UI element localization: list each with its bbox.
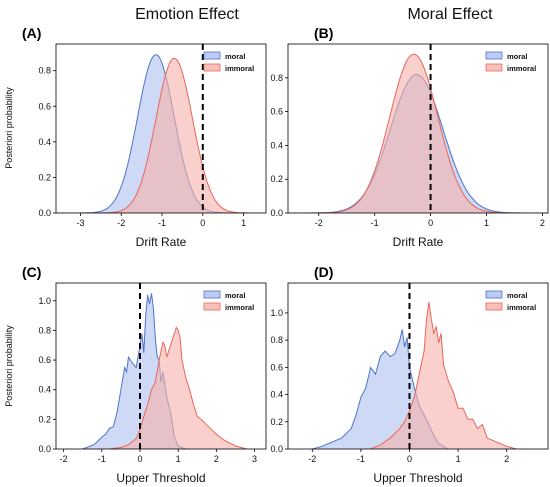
column-title-emotion-effect: Emotion Effect: [135, 6, 239, 23]
legend: moral immoral: [203, 290, 254, 312]
x-tick-label: 1: [241, 218, 246, 228]
panels: -3 -2 -1 0 1 0.0 0.2 0.4 0.6 0.8 Drift Rate Posteri…: [4, 25, 549, 485]
y-tick-label: 0.0: [270, 208, 283, 218]
plot-frame: [287, 282, 549, 450]
chart-panel: -3 -2 -1 0 1 0.0 0.2 0.4 0.6 0.8 Drift Rate Posteri…: [4, 25, 267, 249]
legend-swatch-moral: [203, 51, 221, 60]
y-tick-label: 0.2: [38, 414, 51, 424]
x-tick-label: -2: [60, 454, 68, 464]
x-tick-label: -2: [117, 218, 125, 228]
y-tick-label: 0.8: [38, 66, 51, 76]
x-tick-label: 2: [540, 218, 545, 228]
legend-swatch-immoral: [485, 63, 503, 72]
legend-label-immoral: immoral: [225, 303, 254, 312]
legend-swatch-moral: [485, 51, 503, 60]
chart-panel: -2 -1 0 1 2 0.0 0.2 0.4 0.6 0.8 Drift Rate (B) moral…: [270, 25, 549, 249]
legend-label-immoral: immoral: [507, 64, 536, 73]
legend: moral immoral: [485, 290, 536, 312]
y-tick-label: 0.4: [270, 140, 283, 150]
x-tick-label: 2: [214, 454, 219, 464]
y-tick-label: 0.8: [38, 325, 51, 335]
y-tick-label: 0.6: [270, 362, 283, 372]
y-tick-label: 0.0: [38, 444, 51, 454]
legend-swatch-immoral: [203, 302, 221, 311]
series-area-immoral: [288, 54, 548, 213]
legend-label-moral: moral: [507, 291, 527, 300]
panel-label: (B): [314, 25, 333, 41]
series-line-immoral: [56, 57, 266, 213]
legend-label-moral: moral: [507, 52, 527, 61]
plot-frame: [55, 43, 267, 214]
x-tick-label: 1: [176, 454, 181, 464]
plot-frame: [287, 43, 549, 214]
x-tick-label: 0: [407, 454, 412, 464]
panel-label: (D): [314, 264, 333, 280]
x-tick-label: 2: [504, 454, 509, 464]
x-axis-label: Upper Threshold: [116, 471, 205, 485]
plot-frame: [55, 282, 267, 450]
panel-label: (C): [22, 264, 41, 280]
x-tick-label: 0: [200, 218, 205, 228]
column-title-moral-effect: Moral Effect: [407, 6, 493, 23]
x-tick-label: -2: [308, 454, 316, 464]
series-area-immoral: [56, 58, 266, 213]
y-tick-label: 0.0: [270, 444, 283, 454]
legend-swatch-immoral: [203, 63, 221, 72]
series-line-immoral: [109, 326, 248, 449]
y-axis-label: Posteriori probability: [4, 325, 14, 407]
x-tick-label: 3: [252, 454, 257, 464]
y-tick-label: 0.0: [38, 208, 51, 218]
y-tick-label: 0.4: [38, 137, 51, 147]
x-axis-label: Drift Rate: [136, 235, 187, 249]
y-tick-label: 0.8: [270, 73, 283, 83]
legend-swatch-moral: [485, 290, 503, 299]
series-area-immoral: [370, 302, 517, 449]
y-axis-label: Posteriori probability: [4, 87, 14, 169]
legend-label-moral: moral: [225, 52, 245, 61]
x-tick-label: -1: [371, 218, 379, 228]
x-tick-label: -1: [158, 218, 166, 228]
y-tick-label: 0.2: [38, 172, 51, 182]
legend-swatch-immoral: [485, 302, 503, 311]
x-axis-label: Upper Threshold: [373, 471, 462, 485]
legend-label-moral: moral: [225, 291, 245, 300]
y-tick-label: 1.0: [270, 308, 283, 318]
x-tick-label: 1: [484, 218, 489, 228]
x-tick-label: 0: [137, 454, 142, 464]
y-tick-label: 0.6: [38, 355, 51, 365]
y-tick-label: 0.6: [38, 101, 51, 111]
x-tick-label: 1: [456, 454, 461, 464]
series-line-immoral: [370, 301, 517, 449]
legend: moral immoral: [203, 51, 254, 73]
y-tick-label: 0.2: [270, 174, 283, 184]
legend-swatch-moral: [203, 290, 221, 299]
x-tick-label: -3: [76, 218, 84, 228]
panel-label: (A): [22, 25, 41, 41]
y-tick-label: 1.0: [38, 296, 51, 306]
y-tick-label: 0.4: [270, 390, 283, 400]
chart-panel: -2 -1 0 1 2 3 0.0 0.2 0.4 0.6 0.8 1.0 Upper Threshol…: [4, 264, 267, 485]
y-tick-label: 0.6: [270, 107, 283, 117]
legend-label-immoral: immoral: [225, 64, 254, 73]
x-tick-label: -1: [98, 454, 106, 464]
y-tick-label: 0.2: [270, 417, 283, 427]
legend: moral immoral: [485, 51, 536, 73]
x-axis-label: Drift Rate: [393, 235, 444, 249]
chart-panel: -2 -1 0 1 2 0.0 0.2 0.4 0.6 0.8 1.0 Upper Threshold…: [270, 264, 549, 485]
series-area-immoral: [109, 327, 247, 449]
x-tick-label: -1: [357, 454, 365, 464]
y-tick-label: 0.8: [270, 335, 283, 345]
x-tick-label: 0: [428, 218, 433, 228]
y-tick-label: 0.4: [38, 385, 51, 395]
legend-label-immoral: immoral: [507, 303, 536, 312]
x-tick-label: -2: [315, 218, 323, 228]
